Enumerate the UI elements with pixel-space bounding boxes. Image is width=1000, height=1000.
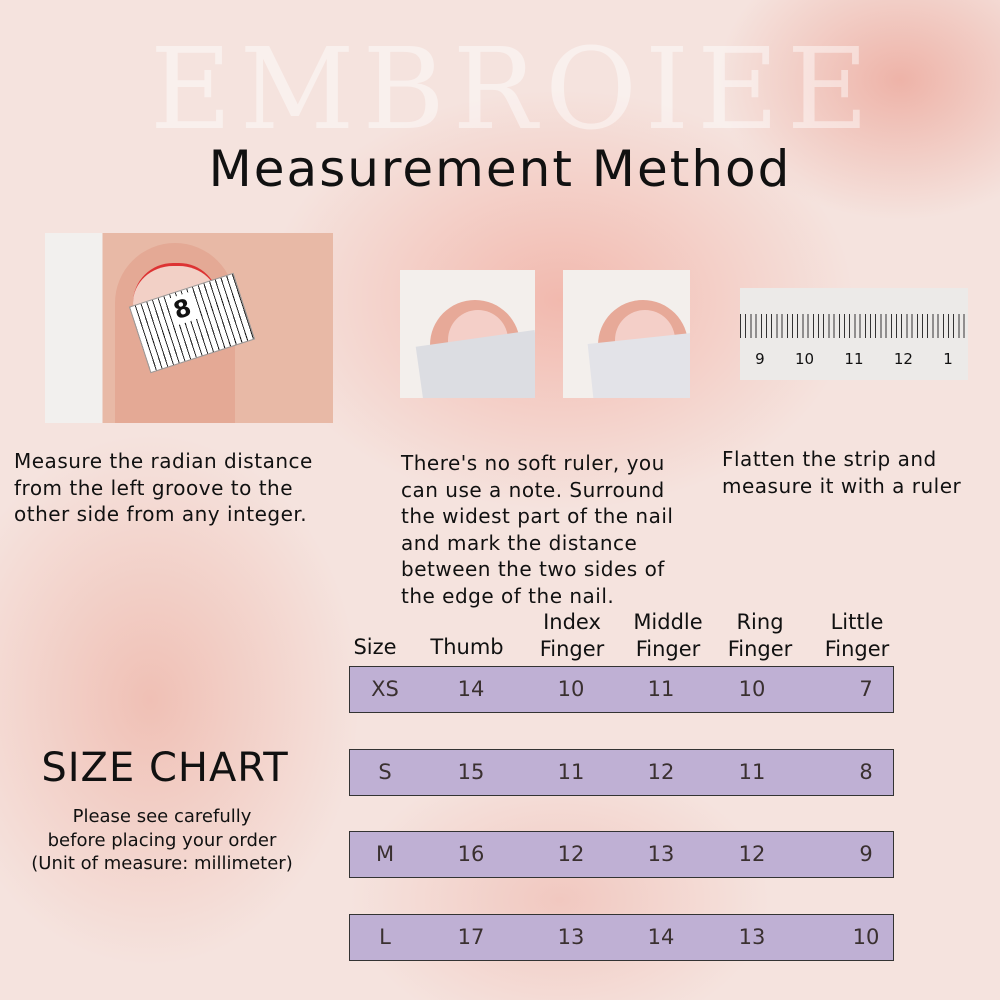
table-cell: 12 xyxy=(557,842,585,866)
header-line: Ring xyxy=(736,610,784,634)
table-row: M 16 12 13 12 9 xyxy=(349,831,894,878)
caption-line: There's no soft ruler, you xyxy=(401,451,665,475)
table-cell: 16 xyxy=(457,842,485,866)
brand-watermark: EMBROIEE xyxy=(150,25,877,155)
header-line: Size xyxy=(353,635,397,659)
table-cell: 11 xyxy=(557,760,585,784)
header-line: Finger xyxy=(824,637,890,661)
subtitle-line: (Unit of measure: millimeter) xyxy=(31,853,293,874)
table-cell: 13 xyxy=(557,925,585,949)
table-cell: 9 xyxy=(859,842,873,866)
ruler-label: 12 xyxy=(893,350,913,368)
table-cell: 10 xyxy=(852,925,880,949)
photo-paper-strip-2 xyxy=(563,270,690,398)
table-cell: 13 xyxy=(647,842,675,866)
size-chart-title: SIZE CHART xyxy=(41,745,289,791)
table-cell: 8 xyxy=(859,760,873,784)
column-header: Middle Finger xyxy=(618,609,718,663)
header-line: Finger xyxy=(635,637,701,661)
page-title: Measurement Method xyxy=(208,140,792,198)
caption-line: Measure the radian distance xyxy=(14,449,313,473)
caption-line: measure it with a ruler xyxy=(722,473,962,498)
step-3-caption: Flatten the strip and measure it with a … xyxy=(722,446,961,499)
table-cell: XS xyxy=(371,677,399,701)
caption-line: the widest part of the nail xyxy=(401,504,674,528)
table-cell: S xyxy=(378,760,392,784)
caption-line: can use a note. Surround xyxy=(401,477,665,502)
table-cell: 12 xyxy=(738,842,766,866)
caption-line: other side from any integer. xyxy=(14,502,308,526)
header-line: Little xyxy=(830,610,884,634)
header-line: Middle xyxy=(633,610,703,634)
table-row: L 17 13 14 13 10 xyxy=(349,914,894,961)
table-cell: 11 xyxy=(738,760,766,784)
ruler-label: 11 xyxy=(844,350,864,368)
column-header: Thumb xyxy=(417,634,517,661)
table-cell: 13 xyxy=(738,925,766,949)
column-header: Ring Finger xyxy=(710,609,810,663)
column-header: Index Finger xyxy=(522,609,622,663)
step-1-caption: Measure the radian distance from the lef… xyxy=(14,448,313,528)
table-cell: 10 xyxy=(738,677,766,701)
table-cell: 14 xyxy=(457,677,485,701)
ruler-label: 10 xyxy=(795,350,815,368)
table-row: XS 14 10 11 10 7 xyxy=(349,666,894,713)
table-cell: 7 xyxy=(859,677,873,701)
photo-ruler: 9 10 11 12 1 xyxy=(740,288,968,380)
table-cell: 10 xyxy=(557,677,585,701)
ruler-label: 9 xyxy=(755,350,765,368)
step-2-caption: There's no soft ruler, you can use a not… xyxy=(401,450,673,609)
caption-line: and mark the distance xyxy=(401,530,638,555)
table-cell: 17 xyxy=(457,925,485,949)
column-header: Size xyxy=(325,634,425,661)
table-cell: 11 xyxy=(647,677,675,701)
photo-thumb-tape: 8 xyxy=(45,233,333,423)
header-line: Thumb xyxy=(430,635,504,659)
table-cell: 15 xyxy=(457,760,485,784)
table-cell: L xyxy=(379,925,391,949)
column-header: Little Finger xyxy=(807,609,907,663)
size-chart-subtitle: Please see carefully before placing your… xyxy=(0,805,324,876)
header-line: Finger xyxy=(727,637,793,661)
subtitle-line: before placing your order xyxy=(47,829,277,851)
table-row: S 15 11 12 11 8 xyxy=(349,749,894,796)
caption-line: between the two sides of xyxy=(401,557,665,581)
table-cell: 12 xyxy=(647,760,675,784)
table-cell: 14 xyxy=(647,925,675,949)
caption-line: the edge of the nail. xyxy=(401,583,615,608)
table-cell: M xyxy=(375,842,395,866)
photo-paper-strip-1 xyxy=(400,270,535,398)
subtitle-line: Please see carefully xyxy=(72,806,252,827)
header-line: Index xyxy=(543,610,601,634)
caption-line: from the left groove to the xyxy=(14,475,294,500)
header-line: Finger xyxy=(539,637,605,661)
ruler-label: 1 xyxy=(943,350,953,368)
caption-line: Flatten the strip and xyxy=(722,447,937,471)
